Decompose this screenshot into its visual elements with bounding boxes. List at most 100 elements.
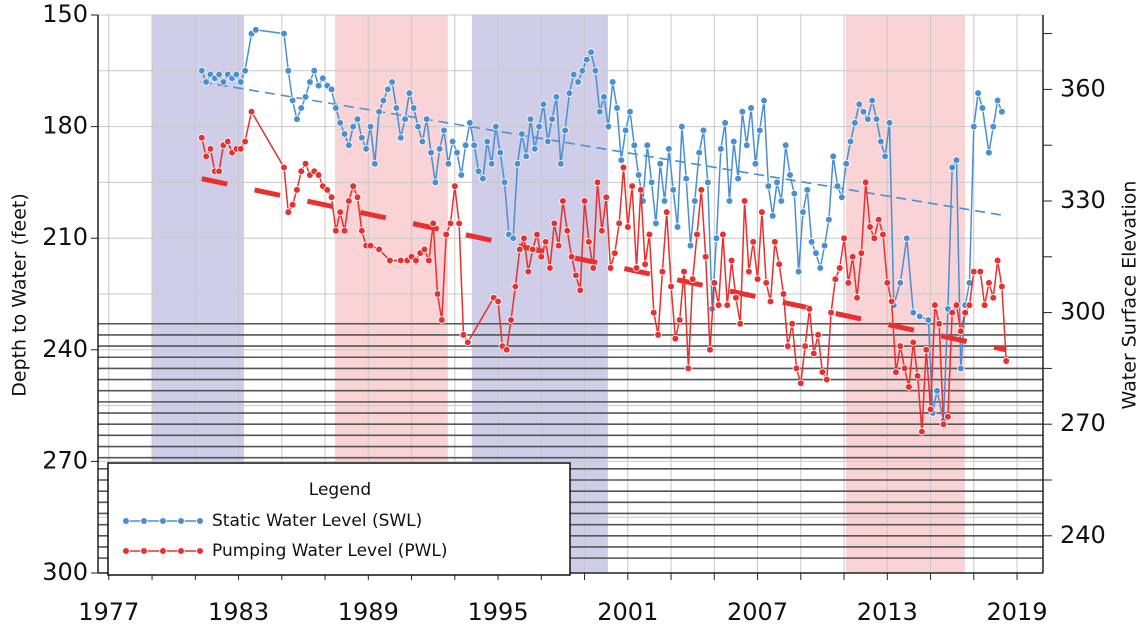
data-point [632,264,641,272]
data-point [332,104,340,112]
y2-tick-label: 360 [1060,74,1106,102]
data-point [483,137,492,146]
data-point [606,264,615,272]
x-tick-label: 1983 [208,598,269,626]
data-point [366,122,375,131]
data-point [409,104,418,112]
data-point [805,305,814,313]
data-point [848,252,857,261]
y-tick-label: 270 [42,446,88,474]
y-tick-label: 180 [42,112,88,140]
data-point [435,145,444,153]
data-point [745,267,753,276]
data-point [868,96,876,105]
data-point [492,122,500,131]
data-point [466,119,474,127]
data-point [522,152,530,161]
data-point [541,238,550,246]
data-point [463,338,472,347]
data-point [831,275,840,283]
y2-axis-title: Water Surface Elevation [1119,181,1141,410]
data-point [751,160,760,168]
data-point [842,160,851,168]
data-point [794,267,803,276]
data-point [634,171,643,179]
data-point [349,182,357,190]
data-point [732,293,740,302]
data-point [701,252,710,261]
data-point [693,230,701,239]
data-point [974,89,982,97]
data-point [569,70,578,79]
data-point [429,219,437,228]
data-point [520,234,528,243]
data-point [539,100,548,109]
data-point [448,137,457,146]
data-point [556,160,565,168]
data-point [422,115,431,123]
data-point [1002,357,1011,365]
data-point [998,282,1006,291]
data-point [896,279,905,287]
data-point [758,208,766,216]
data-point [887,297,896,306]
x-tick-label: 1995 [468,598,529,626]
data-point [301,160,310,168]
data-point [933,386,941,395]
data-point [905,383,913,391]
data-point [922,345,931,354]
data-point [604,122,613,131]
data-point [719,230,727,239]
data-point [585,238,593,246]
data-point [236,78,245,86]
data-point [386,256,394,265]
data-point [872,115,881,123]
data-point [543,137,552,146]
data-point [784,342,792,350]
data-point [470,141,479,150]
data-point [851,119,859,127]
y-tick-label: 300 [42,558,88,586]
data-point [755,126,764,135]
data-point [771,238,779,246]
data-point [518,130,526,138]
data-point [699,126,708,135]
data-point [766,297,775,306]
data-point [327,85,336,94]
data-point [957,327,965,336]
data-point [989,293,998,302]
data-point [535,122,543,131]
data-point [306,78,314,86]
data-point [247,107,256,116]
legend-marker [196,517,204,525]
data-point [574,78,582,86]
data-point [790,189,799,198]
data-point [388,78,396,86]
data-point [202,78,210,86]
data-point [487,160,496,168]
data-point [453,148,461,157]
data-point [511,282,520,291]
data-point [528,245,537,254]
data-point [781,141,790,150]
data-point [820,241,829,250]
data-point [442,230,450,239]
data-point [799,208,807,216]
data-point [725,197,734,205]
data-point [909,308,918,317]
data-point [241,67,249,75]
y-axis-title: Depth to Water (feet) [9,193,31,397]
data-point [989,122,998,131]
data-point [961,308,969,317]
data-point [461,141,470,150]
data-point [777,197,786,205]
data-point [358,133,366,142]
data-point [691,197,699,205]
legend-marker [177,517,185,525]
data-point [902,234,911,243]
y2-tick-label: 240 [1060,521,1106,549]
data-point [926,405,935,414]
data-point [874,215,883,224]
data-point [749,238,758,246]
x-tick-label: 1977 [78,598,139,626]
